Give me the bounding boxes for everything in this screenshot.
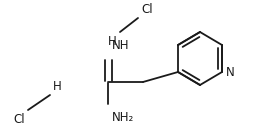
Text: Cl: Cl xyxy=(141,3,153,16)
Text: N: N xyxy=(226,65,235,79)
Text: H: H xyxy=(53,80,62,93)
Text: Cl: Cl xyxy=(13,113,25,126)
Text: NH₂: NH₂ xyxy=(112,111,134,124)
Text: NH: NH xyxy=(112,39,130,52)
Text: H: H xyxy=(108,35,117,48)
